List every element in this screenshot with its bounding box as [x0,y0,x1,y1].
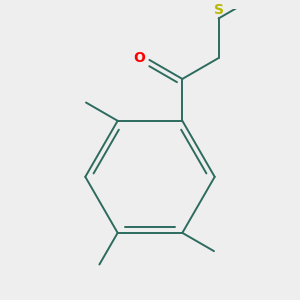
Text: S: S [214,3,224,17]
Text: O: O [133,51,145,65]
